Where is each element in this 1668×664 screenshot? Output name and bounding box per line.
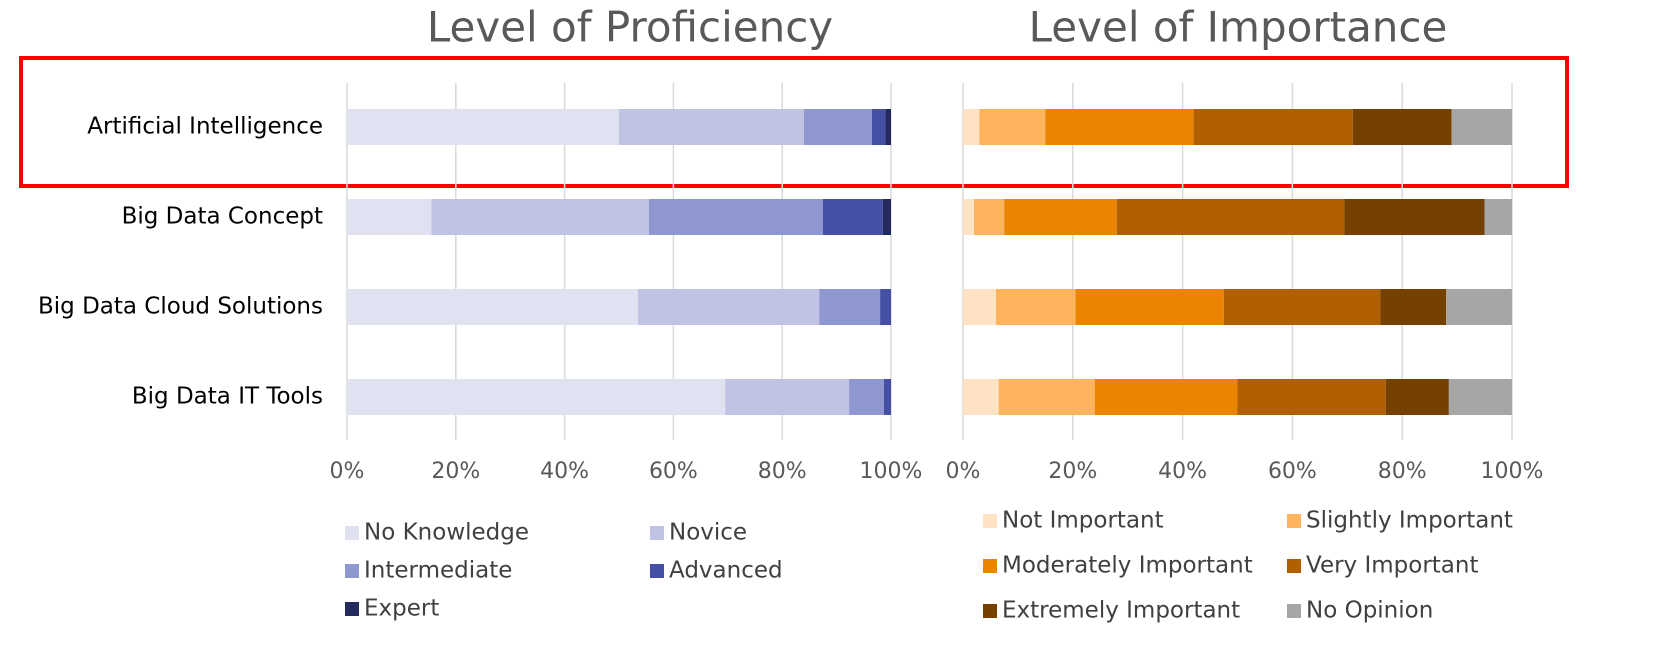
category-label: Big Data Cloud Solutions: [38, 294, 323, 320]
legend-swatch: [345, 602, 359, 616]
x-tick-label: 100%: [860, 459, 923, 484]
x-tick-label: 80%: [758, 459, 807, 484]
bar-segment: [819, 289, 881, 325]
legend-swatch: [983, 604, 997, 618]
x-tick-label: 80%: [1378, 459, 1427, 484]
bar-segment: [1045, 109, 1194, 145]
chart-title: Level of Proficiency: [427, 3, 833, 52]
legend-label: No Opinion: [1306, 598, 1433, 624]
bar-segment: [880, 289, 891, 325]
x-tick-label: 40%: [1158, 459, 1207, 484]
category-label: Big Data IT Tools: [132, 384, 323, 410]
bar-segment: [1193, 109, 1353, 145]
bar-segment: [1446, 289, 1512, 325]
bar-segment: [1451, 109, 1512, 145]
legend-label: Advanced: [669, 558, 783, 584]
legend-label: Moderately Important: [1002, 553, 1253, 579]
bar-segment: [1380, 289, 1447, 325]
bar-segment: [885, 109, 891, 145]
category-label: Big Data Concept: [122, 204, 323, 230]
bar-segment: [979, 109, 1046, 145]
bar-segment: [1344, 199, 1485, 235]
x-tick-label: 100%: [1481, 459, 1544, 484]
x-tick-label: 20%: [1048, 459, 1097, 484]
legend-swatch: [1287, 604, 1301, 618]
bar-segment: [638, 289, 820, 325]
legend-swatch: [650, 564, 664, 578]
legend-swatch: [345, 526, 359, 540]
bar-segment: [1223, 289, 1381, 325]
bar-segment: [849, 379, 884, 415]
bar-segment: [823, 199, 883, 235]
x-tick-label: 60%: [649, 459, 698, 484]
legend-swatch: [983, 514, 997, 528]
x-tick-label: 0%: [330, 459, 365, 484]
legend-swatch: [983, 559, 997, 573]
legend-label: Expert: [364, 596, 439, 622]
bar-segment: [725, 379, 850, 415]
legend-label: Novice: [669, 520, 747, 546]
bar-segment: [871, 109, 886, 145]
bar-segment: [963, 199, 974, 235]
bar-segment: [1352, 109, 1452, 145]
legend-swatch: [345, 564, 359, 578]
x-tick-label: 20%: [431, 459, 480, 484]
bar-segment: [883, 379, 891, 415]
bar-segment: [1075, 289, 1224, 325]
bar-segment: [973, 199, 1005, 235]
bar-segment: [347, 109, 619, 145]
legend-label: Slightly Important: [1306, 508, 1513, 534]
legend-swatch: [1287, 559, 1301, 573]
bar-segment: [1094, 379, 1238, 415]
category-label: Artificial Intelligence: [87, 114, 323, 140]
bar-segment: [347, 379, 726, 415]
x-tick-label: 60%: [1268, 459, 1317, 484]
bar-segment: [1237, 379, 1386, 415]
bar-segment: [963, 109, 980, 145]
legend-label: No Knowledge: [364, 520, 529, 546]
x-tick-label: 0%: [946, 459, 981, 484]
legend-label: Not Important: [1002, 508, 1164, 534]
bar-segment: [1116, 199, 1345, 235]
bar-segment: [431, 199, 649, 235]
legend-label: Extremely Important: [1002, 598, 1240, 624]
bar-segment: [963, 379, 999, 415]
legend-label: Very Important: [1306, 553, 1479, 579]
chart-title: Level of Importance: [1029, 3, 1448, 52]
bar-segment: [995, 289, 1076, 325]
bar-segment: [998, 379, 1095, 415]
legend-label: Intermediate: [364, 558, 512, 584]
legend-swatch: [650, 526, 664, 540]
bar-segment: [1448, 379, 1512, 415]
bar-segment: [1004, 199, 1117, 235]
bar-segment: [648, 199, 823, 235]
x-tick-label: 40%: [540, 459, 589, 484]
bar-segment: [1484, 199, 1512, 235]
bar-segment: [882, 199, 891, 235]
bar-segment: [803, 109, 872, 145]
bar-segment: [963, 289, 996, 325]
bar-segment: [347, 199, 432, 235]
highlight-box: [19, 56, 1569, 188]
bar-segment: [619, 109, 804, 145]
legend-swatch: [1287, 514, 1301, 528]
bar-segment: [347, 289, 639, 325]
bar-segment: [1385, 379, 1449, 415]
